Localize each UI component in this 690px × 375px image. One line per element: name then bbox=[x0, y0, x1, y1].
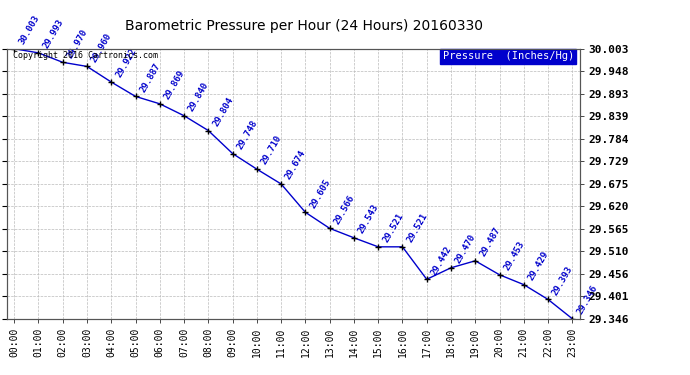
Text: 29.521: 29.521 bbox=[405, 211, 429, 244]
Text: 29.346: 29.346 bbox=[575, 284, 599, 316]
Text: 30.003: 30.003 bbox=[17, 13, 41, 46]
Text: 29.429: 29.429 bbox=[526, 249, 551, 282]
Text: 29.993: 29.993 bbox=[41, 18, 65, 50]
Text: 29.442: 29.442 bbox=[429, 244, 453, 276]
Text: 29.521: 29.521 bbox=[381, 211, 405, 244]
Text: 29.887: 29.887 bbox=[138, 61, 162, 94]
Text: Barometric Pressure per Hour (24 Hours) 20160330: Barometric Pressure per Hour (24 Hours) … bbox=[125, 19, 482, 33]
Text: 29.840: 29.840 bbox=[187, 81, 210, 113]
Text: 29.922: 29.922 bbox=[114, 47, 138, 79]
Text: 29.748: 29.748 bbox=[235, 118, 259, 151]
Text: 29.393: 29.393 bbox=[551, 264, 575, 297]
Text: 29.470: 29.470 bbox=[454, 232, 477, 265]
Text: 29.960: 29.960 bbox=[90, 31, 114, 64]
Text: 29.869: 29.869 bbox=[163, 69, 186, 101]
Text: Copyright 2016 Cartronics.com: Copyright 2016 Cartronics.com bbox=[12, 51, 157, 60]
Text: 29.804: 29.804 bbox=[211, 95, 235, 128]
Text: 29.453: 29.453 bbox=[502, 240, 526, 272]
Text: 29.710: 29.710 bbox=[259, 134, 284, 166]
Text: 29.605: 29.605 bbox=[308, 177, 332, 210]
Text: 29.566: 29.566 bbox=[333, 193, 356, 225]
Text: Pressure  (Inches/Hg): Pressure (Inches/Hg) bbox=[442, 51, 574, 62]
Text: 29.543: 29.543 bbox=[357, 202, 381, 235]
Text: 29.970: 29.970 bbox=[66, 27, 90, 60]
Text: 29.487: 29.487 bbox=[478, 226, 502, 258]
Text: 29.674: 29.674 bbox=[284, 149, 308, 181]
